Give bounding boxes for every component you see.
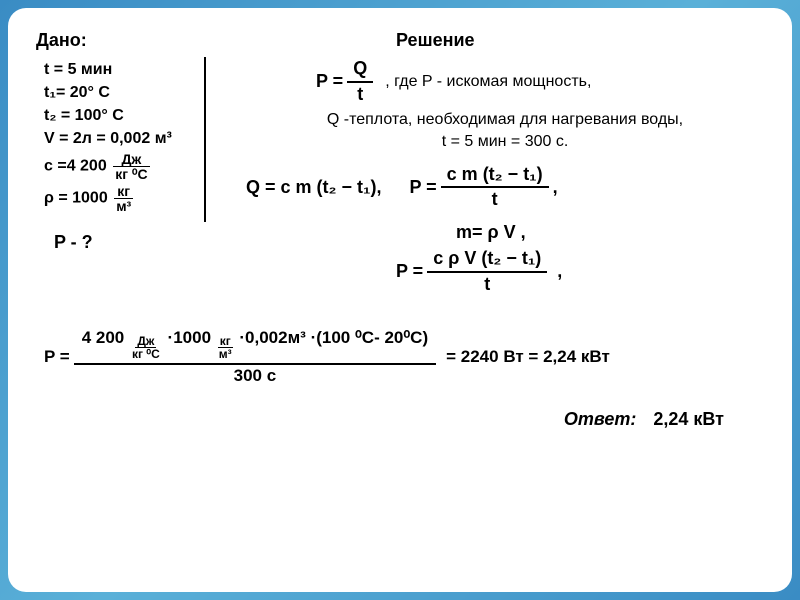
answer: Ответ: 2,24 кВт: [36, 409, 764, 430]
q-note: Q -теплота, необходимая для нагревания в…: [246, 111, 764, 129]
given-heading: Дано:: [36, 30, 236, 51]
calc-line: P = 4 200 Джкг ⁰С ·1000 кгм³ ·0,002м³ ·(…: [44, 329, 764, 386]
given-V: V = 2л = 0,002 м³: [44, 129, 196, 149]
eq-P-Qt: P = Q t , где P - искомая мощность,: [316, 59, 764, 105]
solution-heading: Решение: [396, 30, 764, 51]
eq-P-cm: P = c m (t₂ − t₁) t ,: [409, 165, 557, 211]
given-t: t = 5 мин: [44, 60, 196, 80]
eq-Q: Q = c m (t₂ − t₁),: [246, 177, 381, 198]
t-note: t = 5 мин = 300 с.: [246, 133, 764, 151]
eq-P-rho: P = c ρ V (t₂ − t₁) t ,: [396, 249, 764, 295]
eq-m: m= ρ V ,: [456, 222, 764, 243]
given-rho: ρ = 1000 кгм³: [44, 184, 196, 213]
find: P - ?: [54, 232, 236, 253]
given-t2: t₂ = 100° С: [44, 106, 196, 126]
given-t1: t₁= 20° С: [44, 83, 196, 103]
given-c: c =4 200 Джкг ⁰С: [44, 152, 196, 181]
given-block: t = 5 мин t₁= 20° С t₂ = 100° С V = 2л =…: [36, 57, 206, 222]
